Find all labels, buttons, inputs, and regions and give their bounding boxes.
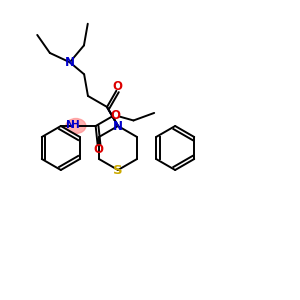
Text: N: N [65, 56, 75, 69]
Text: O: O [94, 143, 103, 156]
Ellipse shape [66, 118, 86, 134]
Text: N: N [67, 120, 75, 130]
Text: O: O [112, 80, 122, 93]
Text: O: O [111, 109, 121, 122]
Text: S: S [113, 164, 123, 178]
Text: H: H [71, 120, 80, 130]
Text: N: N [113, 119, 123, 133]
